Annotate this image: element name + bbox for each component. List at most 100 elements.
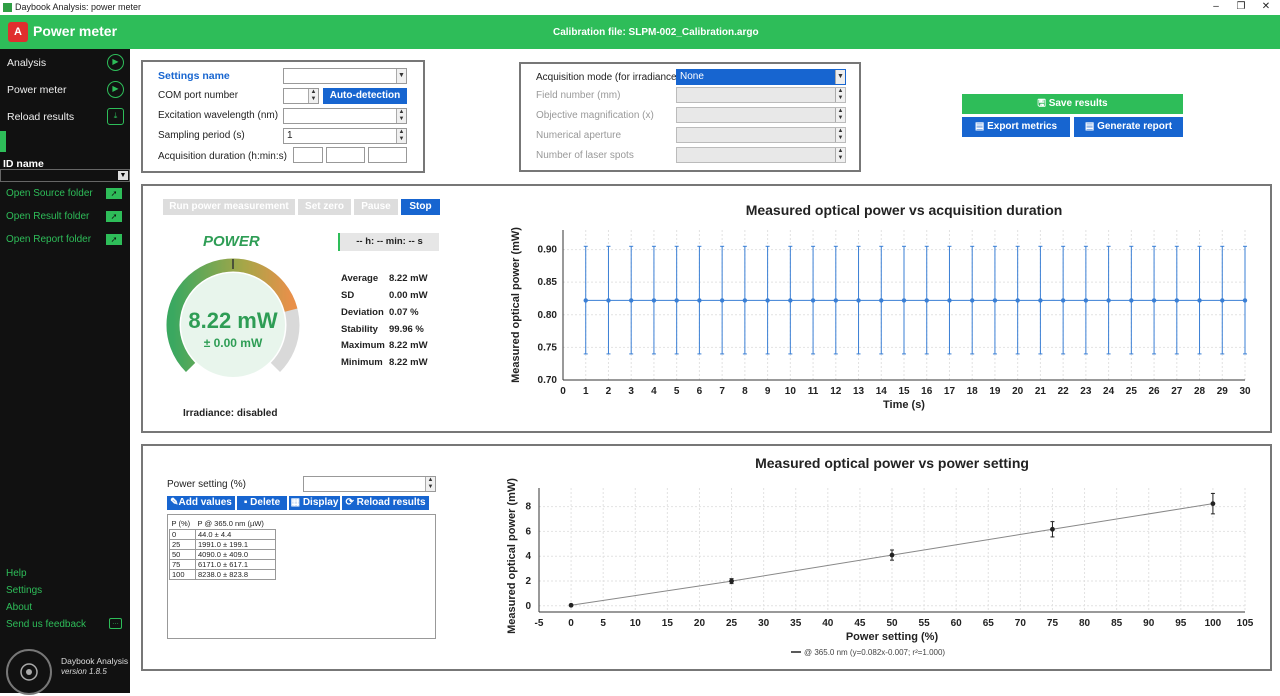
stat-stability-value: 99.96 % — [389, 324, 424, 335]
x-tick-label: 85 — [1111, 618, 1123, 629]
table-row[interactable]: 0 44.0 ± 4.4 — [169, 528, 276, 540]
stop-button[interactable]: Stop — [401, 199, 440, 215]
chevron-down-icon: ▼ — [835, 70, 845, 84]
table-row[interactable]: 100 8238.0 ± 823.8 — [169, 568, 276, 580]
pause-button[interactable]: Pause — [354, 199, 398, 215]
acquisition-mode-select[interactable]: None ▼ — [676, 69, 846, 85]
excitation-input[interactable]: ▲ ▼ — [283, 108, 407, 124]
table-cell: 25 — [169, 538, 196, 550]
x-tick-label: 10 — [630, 618, 642, 629]
display-label: Display — [302, 497, 339, 508]
delete-label: Delete — [250, 497, 281, 508]
data-point — [1083, 298, 1089, 303]
module-header: A Power meter Calibration file: SLPM-002… — [0, 15, 1280, 49]
aperture-input[interactable]: ▲ ▼ — [676, 127, 846, 143]
maximize-button[interactable]: ❐ — [1236, 1, 1246, 12]
reload-results-button[interactable]: ⟳ Reload results — [342, 496, 429, 510]
stat-minimum-value: 8.22 mW — [389, 357, 428, 368]
open-source-folder-link[interactable]: Open Source folder ➚ — [0, 184, 130, 204]
table-cell: 75 — [169, 558, 196, 570]
x-axis-label: Time (s) — [883, 399, 925, 411]
power-setting-input[interactable]: ▲ ▼ — [303, 476, 436, 492]
x-tick-label: 30 — [758, 618, 770, 629]
duration-seconds-input[interactable] — [368, 147, 407, 163]
play-icon: ▶ — [107, 81, 124, 98]
folder-link-label: Open Report folder — [6, 234, 92, 245]
brand-name: Daybook Analysis — [61, 656, 129, 666]
reload-results-label: Reload results — [356, 497, 426, 508]
close-button[interactable]: ✕ — [1261, 1, 1271, 12]
x-tick-label: 7 — [719, 386, 725, 397]
data-point — [879, 298, 884, 303]
folder-link-label: Open Result folder — [6, 211, 90, 222]
open-report-folder-link[interactable]: Open Report folder ➚ — [0, 230, 130, 250]
spinner-icon: ▲ ▼ — [396, 109, 406, 123]
export-metrics-button[interactable]: ▤ Export metrics — [962, 117, 1070, 137]
table-row[interactable]: 75 6171.0 ± 617.1 — [169, 558, 276, 570]
calibration-file-label: Calibration file: SLPM-002_Calibration.a… — [553, 27, 759, 38]
power-setting-label: Power setting (%) — [167, 479, 246, 490]
y-axis-label: Measured optical power (mW) — [510, 227, 522, 383]
data-point — [1210, 501, 1216, 507]
x-tick-label: 9 — [765, 386, 771, 397]
x-tick-label: 18 — [967, 386, 979, 397]
settings-name-select[interactable]: ▼ — [283, 68, 407, 84]
save-results-button[interactable]: 🖫 Save results — [962, 94, 1183, 114]
add-values-button[interactable]: ✎Add values — [167, 496, 235, 510]
stat-deviation-label: Deviation — [341, 307, 384, 318]
x-tick-label: 45 — [854, 618, 866, 629]
data-point — [856, 298, 861, 303]
send-feedback-link[interactable]: Send us feedback — [6, 619, 87, 630]
data-point — [924, 298, 929, 303]
display-button[interactable]: ▦ Display — [289, 496, 340, 510]
sidebar-item-reload-results[interactable]: Reload results ⤓ — [0, 104, 130, 130]
table-header: P @ 365.0 nm (µW) — [197, 519, 264, 529]
sidebar-item-analysis[interactable]: Analysis ▶ — [0, 50, 130, 76]
data-point — [947, 298, 952, 303]
open-result-folder-link[interactable]: Open Result folder ➚ — [0, 207, 130, 227]
y-tick-label: 8 — [525, 502, 531, 513]
table-row[interactable]: 25 1991.0 ± 199.1 — [169, 538, 276, 550]
duration-hours-input[interactable] — [293, 147, 323, 163]
csv-icon: ▤ — [974, 121, 988, 132]
table-row[interactable]: 50 4090.0 ± 409.0 — [169, 548, 276, 560]
auto-detection-button[interactable]: Auto-detection — [323, 88, 407, 104]
com-port-input[interactable]: ▲ ▼ — [283, 88, 319, 104]
reload-icon: ⟳ — [345, 497, 357, 508]
help-link[interactable]: Help — [6, 568, 27, 579]
data-point — [729, 578, 734, 584]
export-metrics-label: Export metrics — [987, 121, 1058, 132]
x-tick-label: 65 — [983, 618, 995, 629]
field-number-input[interactable]: ▲ ▼ — [676, 87, 846, 103]
duration-minutes-input[interactable] — [326, 147, 365, 163]
results-table-container: P (%) P @ 365.0 nm (µW) 0 44.0 ± 4.4 25 19… — [167, 514, 436, 639]
data-point — [788, 298, 793, 303]
run-measurement-button[interactable]: Run power measurement — [163, 199, 295, 215]
id-name-select[interactable]: ▼ — [0, 169, 130, 182]
x-tick-label: 16 — [921, 386, 933, 397]
set-zero-button[interactable]: Set zero — [298, 199, 351, 215]
x-tick-label: 20 — [694, 618, 706, 629]
x-tick-label: 0 — [568, 618, 574, 629]
x-tick-label: 100 — [1205, 618, 1222, 629]
power-setting-panel: Power setting (%) ▲ ▼ ✎Add values ▪ Delet… — [141, 444, 1272, 671]
sidebar-item-power-meter[interactable]: Power meter ▶ — [0, 77, 130, 103]
power-vs-setting-chart: Measured optical power vs power setting -… — [506, 455, 1254, 657]
generate-report-button[interactable]: ▤ Generate report — [1074, 117, 1183, 137]
objective-input[interactable]: ▲ ▼ — [676, 107, 846, 123]
x-axis-label: Power setting (%) — [846, 631, 939, 643]
minimize-button[interactable]: – — [1213, 1, 1219, 12]
y-tick-label: 6 — [525, 526, 531, 537]
stat-maximum-label: Maximum — [341, 340, 385, 351]
brand-version: version 1.8.5 — [61, 667, 107, 676]
sidebar-item-label: Power meter — [7, 84, 67, 96]
delete-button[interactable]: ▪ Delete — [237, 496, 287, 510]
gauge-face — [181, 273, 285, 377]
sampling-input[interactable]: 1 ▲ ▼ — [283, 128, 407, 144]
power-deviation: ± 0.00 mW — [203, 336, 263, 350]
settings-link[interactable]: Settings — [6, 585, 43, 596]
duration-label: Acquisition duration (h:min:s) — [158, 151, 287, 162]
about-link[interactable]: About — [6, 602, 33, 613]
y-tick-label: 0.75 — [538, 342, 558, 353]
laser-spots-input[interactable]: ▲ ▼ — [676, 147, 846, 163]
